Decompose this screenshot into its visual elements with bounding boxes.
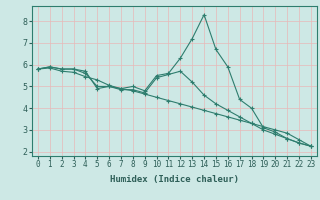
X-axis label: Humidex (Indice chaleur): Humidex (Indice chaleur) bbox=[110, 175, 239, 184]
